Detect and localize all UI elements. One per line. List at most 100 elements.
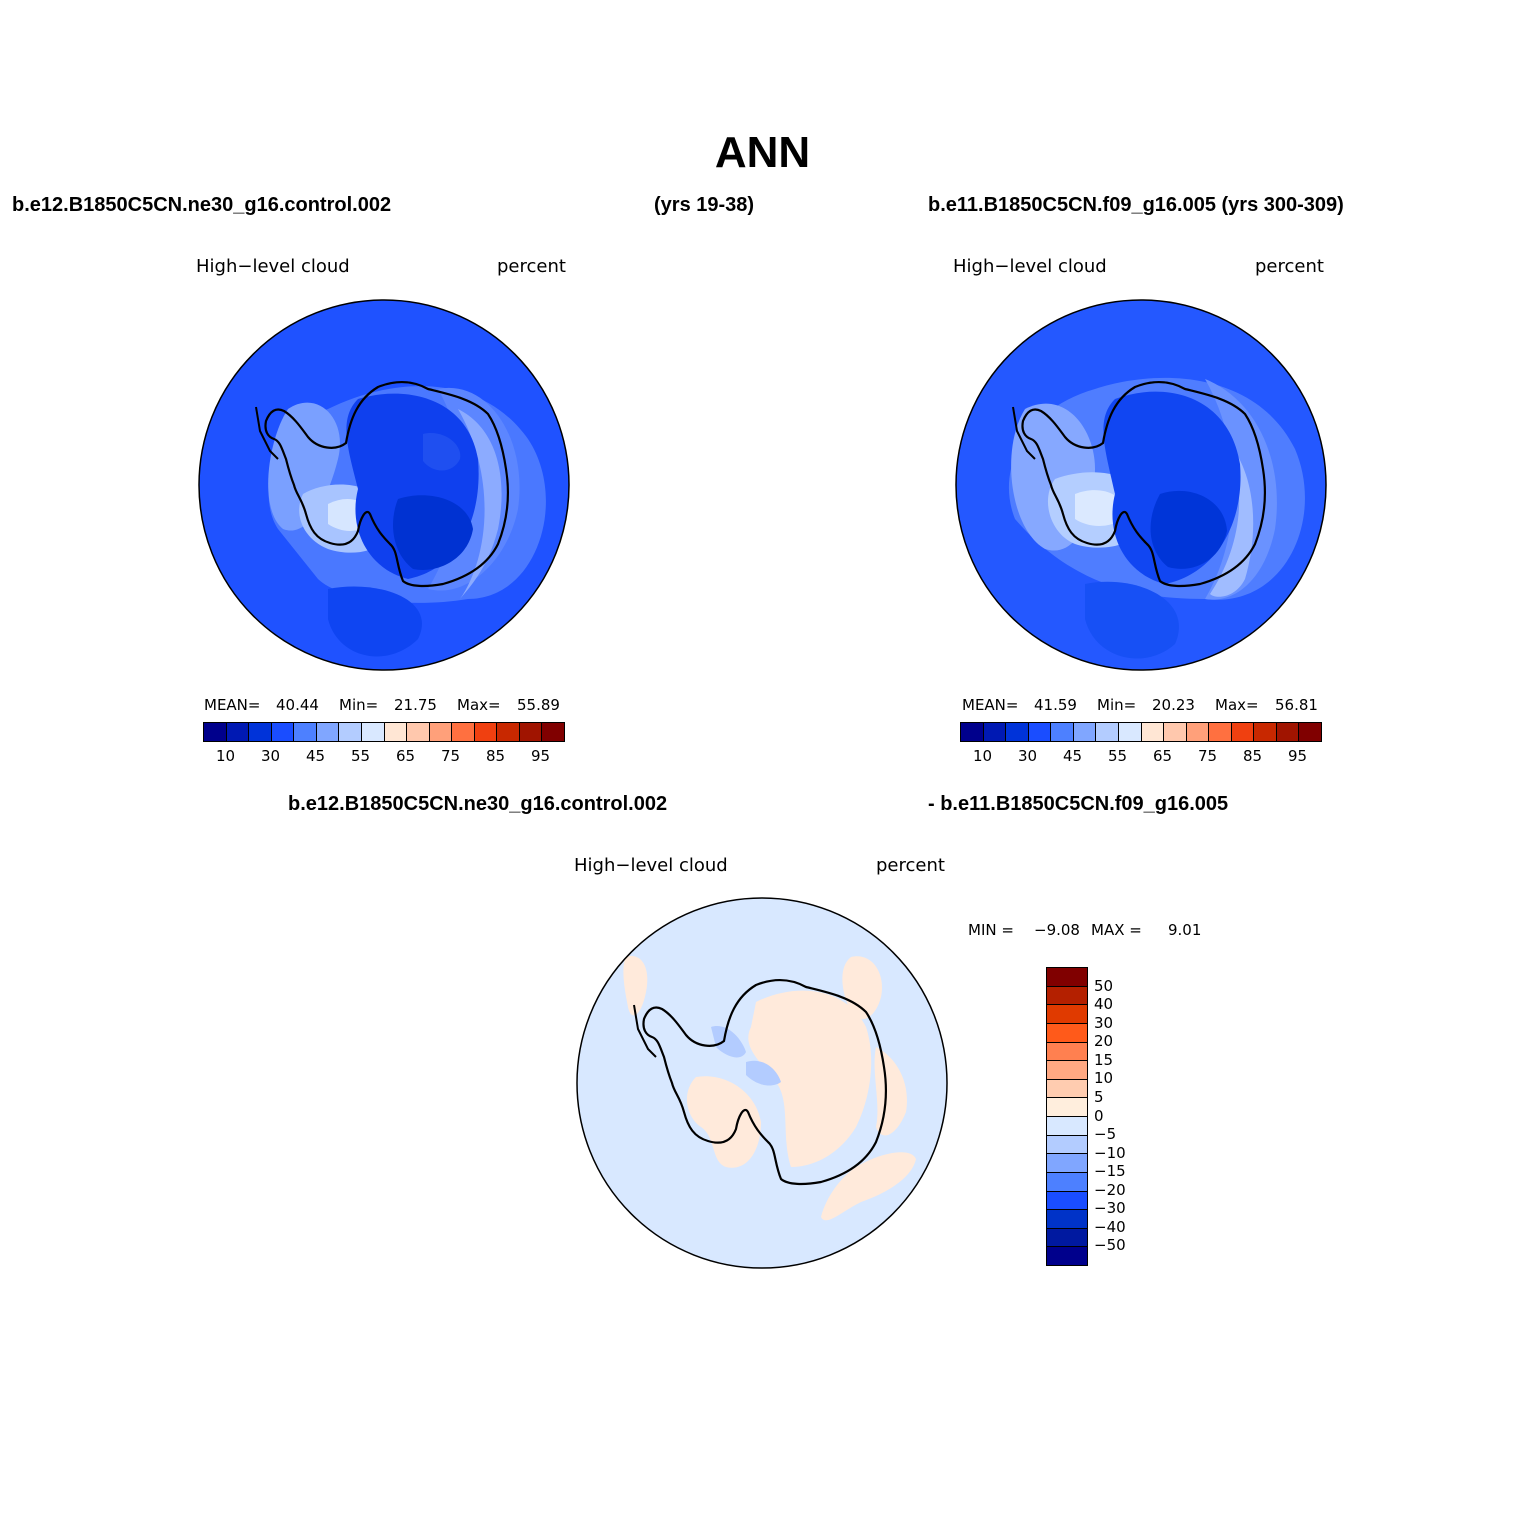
colorbar-tick-label: 30 [1094, 1013, 1114, 1032]
colorbar-swatch [1028, 723, 1052, 741]
colorbar-tick-label: 30 [260, 747, 281, 765]
colorbar-tick-label: 95 [1287, 747, 1308, 765]
colorbar-swatch [294, 723, 317, 741]
field-region [746, 1060, 781, 1086]
panel2-variable-label: High−level cloud [953, 256, 1107, 277]
field-region [821, 1152, 916, 1221]
colorbar-tick-label: 20 [1094, 1032, 1114, 1051]
colorbar-swatch [1047, 1079, 1087, 1099]
field-region [874, 1047, 907, 1136]
colorbar-tick-label: −30 [1094, 1199, 1126, 1218]
colorbar-swatch [1047, 1117, 1087, 1136]
colorbar-swatch [1047, 1154, 1087, 1173]
panel2-min-value: 20.23 [1152, 696, 1195, 714]
diff-min-value: −9.08 [1034, 921, 1080, 939]
panel2-max-value: 56.81 [1275, 696, 1318, 714]
antarctica-coastline [642, 978, 888, 1186]
colorbar-tick-label: 10 [972, 747, 993, 765]
panel1-colorbar [203, 722, 565, 742]
colorbar-swatch [961, 723, 984, 741]
colorbar-swatch [1047, 1098, 1087, 1117]
panel1-min-value: 21.75 [394, 696, 437, 714]
panel2-min-label: Min= [1097, 696, 1137, 714]
colorbar-swatch [1209, 723, 1232, 741]
colorbar-swatch [226, 723, 250, 741]
diff-units-label: percent [876, 855, 945, 876]
diff-case-b-label: - b.e11.B1850C5CN.f09_g16.005 [928, 793, 1229, 815]
colorbar-tick-label: 15 [1094, 1050, 1114, 1069]
antarctic-peninsula [633, 1004, 657, 1058]
colorbar-swatch [1047, 1005, 1087, 1024]
panel1-min-label: Min= [339, 696, 379, 714]
field-region [1150, 490, 1227, 569]
colorbar-swatch [1047, 1191, 1087, 1211]
map-boundary [198, 299, 570, 671]
colorbar-swatch [271, 723, 295, 741]
antarctica-coastline [264, 380, 510, 588]
colorbar-swatch [542, 723, 564, 741]
colorbar-swatch [1047, 968, 1087, 987]
panel2-polar-map [955, 299, 1327, 671]
panel1-units-label: percent [497, 256, 566, 277]
colorbar-tick-label: −20 [1094, 1180, 1126, 1199]
colorbar-swatch [204, 723, 227, 741]
panel1-years-label: (yrs 19-38) [654, 194, 755, 216]
panel2-case-label: b.e11.B1850C5CN.f09_g16.005 (yrs 300-309… [928, 194, 1344, 216]
colorbar-swatch [339, 723, 362, 741]
panel1-max-value: 55.89 [517, 696, 560, 714]
diff-min-label: MIN = [968, 921, 1014, 939]
colorbar-swatch [1276, 723, 1300, 741]
diff-case-a-label: b.e12.B1850C5CN.ne30_g16.control.002 [288, 793, 668, 815]
colorbar-tick-label: 65 [1152, 747, 1173, 765]
antarctic-peninsula [1012, 406, 1036, 460]
panel2-colorbar [960, 722, 1322, 742]
colorbar-swatch [361, 723, 385, 741]
colorbar-swatch [1047, 1042, 1087, 1062]
colorbar-tick-label: 45 [305, 747, 326, 765]
colorbar-tick-label: −40 [1094, 1217, 1126, 1236]
panel1-polar-map [198, 299, 570, 671]
colorbar-tick-label: 10 [1094, 1069, 1114, 1088]
panel2-mean-value: 41.59 [1034, 696, 1077, 714]
panel1-mean-value: 40.44 [276, 696, 319, 714]
field-region [1210, 439, 1254, 597]
colorbar-tick-label: −15 [1094, 1162, 1126, 1181]
colorbar-swatch [1186, 723, 1210, 741]
colorbar-swatch [1254, 723, 1277, 741]
field-region [623, 956, 648, 1016]
colorbar-tick-label: 95 [530, 747, 551, 765]
colorbar-swatch [1051, 723, 1074, 741]
colorbar-swatch [249, 723, 272, 741]
colorbar-tick-label: −50 [1094, 1236, 1126, 1255]
colorbar-swatch [1231, 723, 1255, 741]
colorbar-swatch [452, 723, 475, 741]
colorbar-tick-label: 0 [1094, 1106, 1104, 1125]
colorbar-swatch [1299, 723, 1321, 741]
colorbar-swatch [1096, 723, 1119, 741]
colorbar-tick-label: 75 [1197, 747, 1218, 765]
field-region [748, 990, 872, 1167]
colorbar-tick-label: 55 [350, 747, 371, 765]
panel2-mean-label: MEAN= [962, 696, 1019, 714]
colorbar-swatch [1047, 1228, 1087, 1248]
antarctic-peninsula [255, 406, 279, 460]
colorbar-tick-label: 5 [1094, 1087, 1104, 1106]
colorbar-swatch [316, 723, 340, 741]
field-region [686, 1076, 761, 1168]
diff-max-label: MAX = [1091, 921, 1142, 939]
colorbar-tick-label: 45 [1062, 747, 1083, 765]
colorbar-swatch [1047, 1172, 1087, 1192]
field-region [328, 586, 422, 657]
colorbar-tick-label: 10 [215, 747, 236, 765]
colorbar-tick-label: 55 [1107, 747, 1128, 765]
field-region [393, 495, 473, 570]
diff-max-value: 9.01 [1168, 921, 1202, 939]
colorbar-swatch [407, 723, 430, 741]
colorbar-swatch [1006, 723, 1029, 741]
field-region [458, 409, 502, 599]
colorbar-tick-label: −5 [1094, 1125, 1117, 1144]
field-region [423, 433, 461, 471]
map-boundary [955, 299, 1327, 671]
colorbar-tick-label: 50 [1094, 976, 1114, 995]
colorbar-swatch [1047, 986, 1087, 1006]
